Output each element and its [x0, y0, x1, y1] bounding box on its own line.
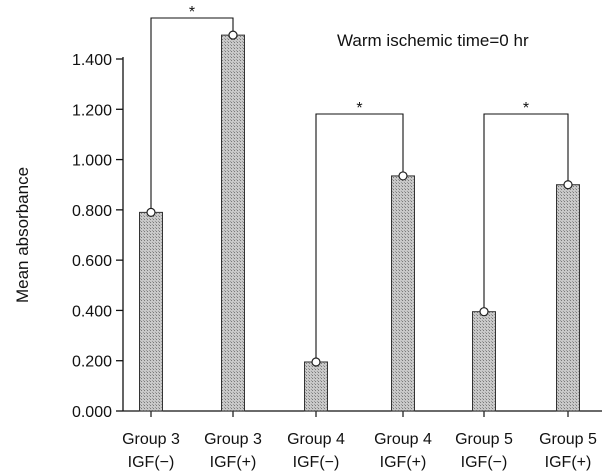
- x-category-label-line1: Group 4: [374, 431, 432, 448]
- x-category-label-line2: IGF(−): [128, 454, 175, 471]
- x-category-label-line1: Group 5: [455, 431, 513, 448]
- y-tick-label: 1.200: [72, 102, 112, 119]
- x-category-label-line2: IGF(−): [293, 454, 340, 471]
- significance-star: *: [189, 4, 195, 21]
- bar: [391, 175, 415, 412]
- bars: [139, 30, 580, 412]
- y-tick-label: 0.400: [72, 303, 112, 320]
- significance-brackets: * * *: [150, 4, 569, 358]
- significance-bracket: [315, 113, 404, 358]
- bar-top-marker: [228, 30, 238, 40]
- x-category-label-line2: IGF(−): [461, 454, 508, 471]
- x-category-label-line2: IGF(+): [210, 454, 257, 471]
- y-tick-label: 1.000: [72, 153, 112, 170]
- bar-top-marker: [398, 171, 408, 181]
- bar-top-marker: [146, 207, 156, 217]
- y-tick-label: 0.800: [72, 203, 112, 220]
- y-tick-label: 0.200: [72, 354, 112, 371]
- bar: [139, 211, 163, 412]
- y-axis: 0.000 0.200 0.400 0.600 0.800 1.000 1.200 1.400: [72, 52, 124, 421]
- bar-top-marker: [563, 180, 573, 190]
- bar-top-marker: [311, 357, 321, 367]
- condition-annotation: Warm ischemic time=0 hr: [337, 31, 529, 50]
- significance-star: *: [356, 100, 362, 117]
- bar: [472, 311, 496, 412]
- x-category-label-line1: Group 4: [287, 431, 345, 448]
- x-category-label-line2: IGF(+): [545, 454, 592, 471]
- x-category-label-line1: Group 3: [204, 431, 262, 448]
- bar: [221, 34, 245, 412]
- y-tick-label: 0.000: [72, 404, 112, 421]
- x-category-label-line1: Group 5: [539, 431, 597, 448]
- significance-bracket: [483, 113, 569, 308]
- y-axis-title: Mean absorbance: [13, 167, 32, 303]
- bar: [556, 184, 580, 412]
- y-tick-label: 0.600: [72, 253, 112, 270]
- bar: [304, 361, 328, 412]
- bar-top-marker: [479, 307, 489, 317]
- x-axis: Group 3 IGF(−) Group 3 IGF(+) Group 4 IGF(−) G…: [122, 410, 602, 471]
- x-category-label-line1: Group 3: [122, 431, 180, 448]
- significance-star: *: [523, 100, 529, 117]
- y-tick-label: 1.400: [72, 52, 112, 69]
- significance-bracket: [150, 17, 234, 209]
- x-category-label-line2: IGF(+): [380, 454, 427, 471]
